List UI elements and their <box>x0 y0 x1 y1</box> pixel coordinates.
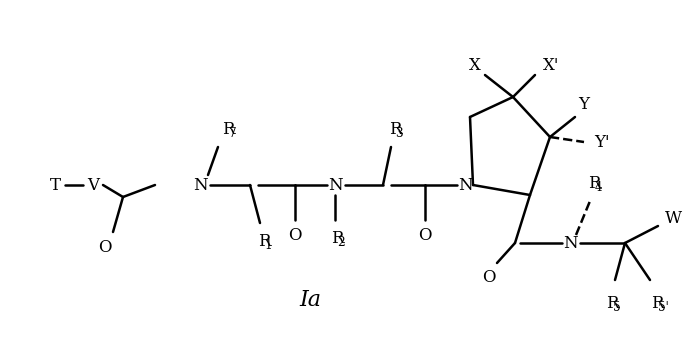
Text: R: R <box>222 120 234 138</box>
Text: R: R <box>606 295 619 312</box>
Text: N: N <box>458 177 473 194</box>
Text: W: W <box>665 209 682 227</box>
Text: X': X' <box>543 57 559 73</box>
Text: T: T <box>50 177 61 194</box>
Text: R: R <box>258 233 271 249</box>
Text: 7: 7 <box>229 127 236 140</box>
Text: V: V <box>87 177 99 194</box>
Text: O: O <box>482 269 496 286</box>
Text: 4: 4 <box>595 181 602 194</box>
Text: O: O <box>99 238 112 256</box>
Text: 5: 5 <box>612 301 620 314</box>
Text: O: O <box>418 227 432 244</box>
Text: R: R <box>389 120 401 138</box>
Text: N: N <box>563 235 577 252</box>
Text: 3: 3 <box>396 127 403 140</box>
Text: 5': 5' <box>658 301 668 314</box>
Text: 2: 2 <box>338 236 345 249</box>
Text: 1: 1 <box>265 239 272 252</box>
Text: X: X <box>469 57 481 73</box>
Text: Y: Y <box>579 96 589 112</box>
Text: R: R <box>331 229 343 246</box>
Text: O: O <box>288 227 302 244</box>
Text: Y': Y' <box>594 134 610 150</box>
Text: N: N <box>193 177 208 194</box>
Text: N: N <box>328 177 343 194</box>
Text: R: R <box>651 295 663 312</box>
Text: R: R <box>588 175 600 191</box>
Text: Ia: Ia <box>299 289 321 311</box>
